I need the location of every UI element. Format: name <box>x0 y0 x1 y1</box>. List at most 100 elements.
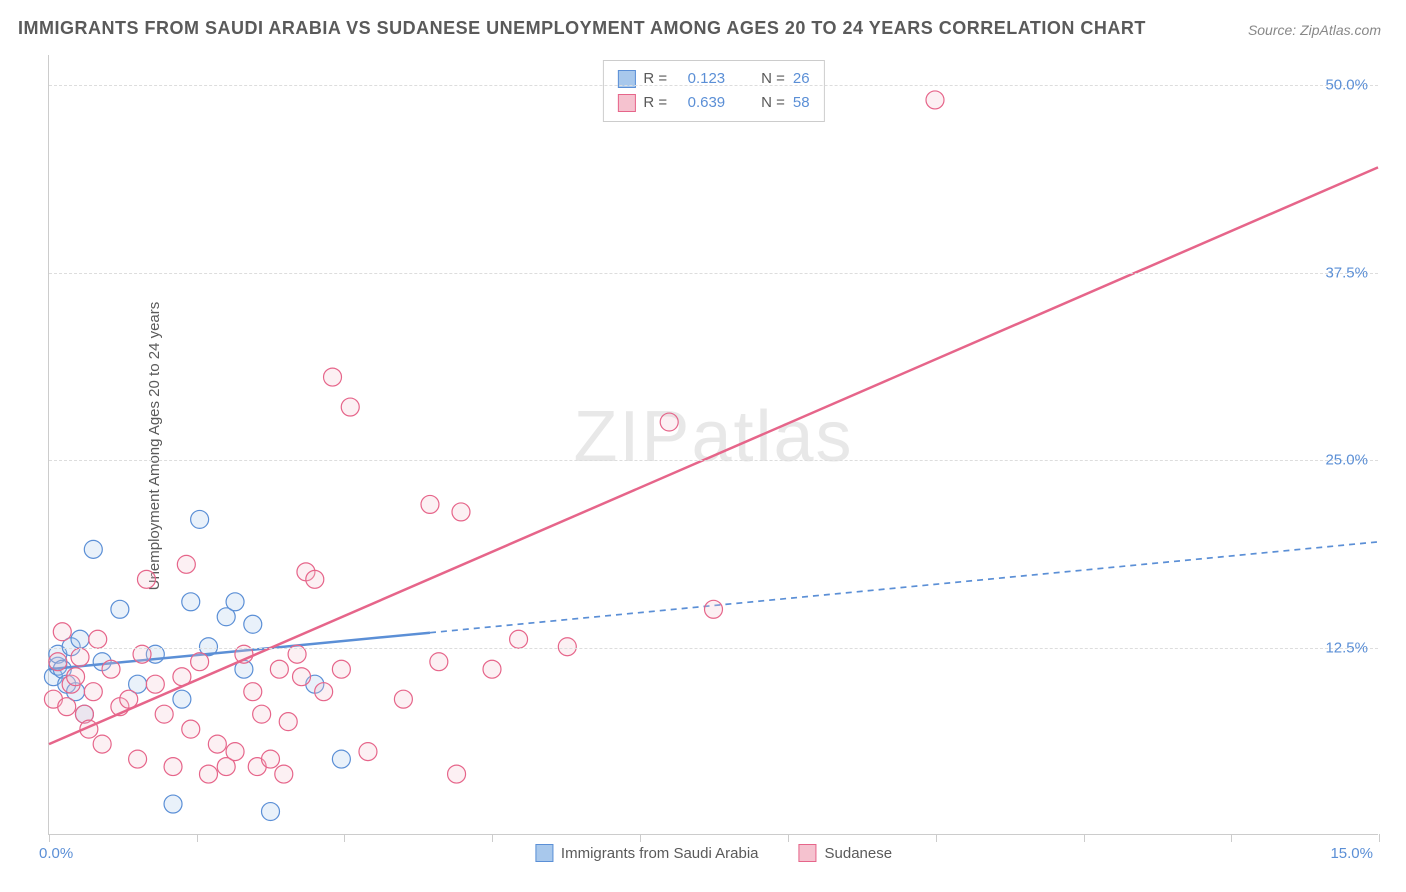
n-value: 58 <box>793 91 810 115</box>
scatter-point <box>226 743 244 761</box>
scatter-point <box>67 668 85 686</box>
n-label: N = <box>761 91 785 115</box>
scatter-point <box>510 630 528 648</box>
scatter-point <box>191 653 209 671</box>
scatter-point <box>421 495 439 513</box>
scatter-point <box>452 503 470 521</box>
scatter-point <box>275 765 293 783</box>
scatter-point <box>137 570 155 588</box>
scatter-point <box>448 765 466 783</box>
bottom-legend: Immigrants from Saudi Arabia Sudanese <box>535 844 892 862</box>
scatter-point <box>49 653 67 671</box>
legend-item: Immigrants from Saudi Arabia <box>535 844 759 862</box>
stats-row: R = 0.123 N = 26 <box>617 67 809 91</box>
x-tick <box>788 834 789 842</box>
scatter-point <box>84 540 102 558</box>
scatter-point <box>102 660 120 678</box>
scatter-point <box>84 683 102 701</box>
plot-area: ZIPatlas R =0.123N =26R =0.639N =58 Immi… <box>48 55 1378 835</box>
scatter-point <box>146 675 164 693</box>
y-tick-label: 50.0% <box>1325 77 1368 94</box>
scatter-point <box>182 593 200 611</box>
x-tick <box>49 834 50 842</box>
stats-row: R = 0.639 N = 58 <box>617 91 809 115</box>
y-tick-label: 12.5% <box>1325 639 1368 656</box>
scatter-point <box>111 600 129 618</box>
x-tick-label-max: 15.0% <box>1330 845 1373 862</box>
scatter-point <box>262 803 280 821</box>
legend-label: Immigrants from Saudi Arabia <box>561 845 759 862</box>
r-label: R = <box>643 67 667 91</box>
scatter-point <box>324 368 342 386</box>
scatter-point <box>53 623 71 641</box>
gridline <box>49 460 1378 461</box>
legend-swatch <box>799 844 817 862</box>
trend-line <box>49 167 1378 744</box>
scatter-point <box>394 690 412 708</box>
scatter-point <box>58 698 76 716</box>
scatter-point <box>244 683 262 701</box>
legend-item: Sudanese <box>799 844 893 862</box>
chart-title: IMMIGRANTS FROM SAUDI ARABIA VS SUDANESE… <box>18 18 1146 39</box>
x-tick <box>1231 834 1232 842</box>
scatter-point <box>182 720 200 738</box>
scatter-point <box>164 795 182 813</box>
scatter-point <box>71 630 89 648</box>
scatter-point <box>226 593 244 611</box>
scatter-point <box>359 743 377 761</box>
scatter-point <box>71 648 89 666</box>
scatter-point <box>208 735 226 753</box>
y-tick-label: 25.0% <box>1325 452 1368 469</box>
scatter-point <box>270 660 288 678</box>
legend-swatch <box>617 94 635 112</box>
x-tick <box>1379 834 1380 842</box>
scatter-point <box>155 705 173 723</box>
scatter-point <box>293 668 311 686</box>
chart-container: IMMIGRANTS FROM SAUDI ARABIA VS SUDANESE… <box>0 0 1406 892</box>
x-tick <box>197 834 198 842</box>
scatter-point <box>279 713 297 731</box>
scatter-point <box>262 750 280 768</box>
n-label: N = <box>761 67 785 91</box>
r-value: 0.639 <box>675 91 725 115</box>
scatter-point <box>253 705 271 723</box>
gridline <box>49 85 1378 86</box>
x-tick <box>492 834 493 842</box>
scatter-point <box>430 653 448 671</box>
scatter-point <box>173 690 191 708</box>
source-attribution: Source: ZipAtlas.com <box>1248 22 1381 38</box>
x-tick <box>936 834 937 842</box>
gridline <box>49 648 1378 649</box>
y-tick-label: 37.5% <box>1325 264 1368 281</box>
scatter-point <box>164 758 182 776</box>
scatter-point <box>483 660 501 678</box>
scatter-point <box>199 765 217 783</box>
scatter-point <box>89 630 107 648</box>
scatter-point <box>191 510 209 528</box>
legend-label: Sudanese <box>825 845 893 862</box>
r-label: R = <box>643 91 667 115</box>
scatter-point <box>93 735 111 753</box>
n-value: 26 <box>793 67 810 91</box>
scatter-point <box>177 555 195 573</box>
stats-legend-box: R = 0.123 N = 26 R = 0.639 N = 58 <box>602 60 824 122</box>
scatter-point <box>129 750 147 768</box>
x-tick <box>1084 834 1085 842</box>
scatter-point <box>705 600 723 618</box>
gridline <box>49 273 1378 274</box>
trend-line-dashed <box>430 542 1378 633</box>
legend-swatch <box>535 844 553 862</box>
scatter-point <box>244 615 262 633</box>
scatter-point <box>341 398 359 416</box>
scatter-point <box>306 570 324 588</box>
scatter-point <box>332 660 350 678</box>
x-tick <box>640 834 641 842</box>
scatter-point <box>926 91 944 109</box>
scatter-point <box>315 683 333 701</box>
x-tick-label-min: 0.0% <box>39 845 73 862</box>
scatter-point <box>332 750 350 768</box>
r-value: 0.123 <box>675 67 725 91</box>
scatter-point <box>660 413 678 431</box>
x-tick <box>344 834 345 842</box>
plot-svg <box>49 55 1378 834</box>
